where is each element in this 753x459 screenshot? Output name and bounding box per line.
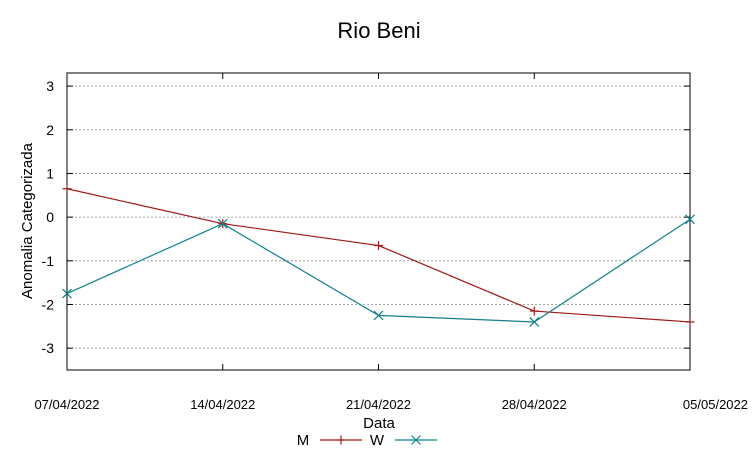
x-tick-label: 28/04/2022 — [502, 397, 567, 412]
x-tick-layer: 07/04/2022 14/04/2022 21/04/2022 28/04/2022… — [34, 73, 748, 412]
plot-frame — [66, 72, 691, 371]
data-point-w — [217, 218, 228, 229]
x-tick-label: 07/04/2022 — [34, 397, 99, 412]
y-tick-label: 2 — [46, 122, 54, 138]
y-tick-label: 1 — [46, 165, 54, 181]
x-tick-label: 21/04/2022 — [346, 397, 411, 412]
series-line-m — [66, 188, 691, 323]
legend-swatch-marker — [336, 435, 346, 445]
legend-label: M — [297, 432, 310, 449]
legend-item-m: M — [297, 432, 362, 449]
data-point-m — [374, 241, 383, 251]
legend-item-w: W — [370, 432, 437, 449]
data-point-m — [62, 184, 72, 194]
legend-swatch-marker — [411, 435, 421, 445]
data-point-w — [62, 288, 72, 299]
x-tick-label: 14/04/2022 — [190, 397, 255, 412]
y-tick-label: -2 — [42, 296, 55, 312]
y-tick-label: 0 — [46, 209, 54, 225]
x-tick-label: 05/05/2022 — [683, 397, 748, 412]
y-axis-label: Anomalia Categorizada — [19, 142, 36, 299]
legend-label: W — [370, 432, 385, 449]
data-point-m — [529, 306, 539, 316]
x-axis-label: Data — [363, 415, 395, 432]
data-point-w — [685, 214, 695, 225]
data-point-w — [529, 317, 540, 327]
chart-title: Rio Beni — [337, 18, 420, 43]
y-tick-label: -1 — [42, 253, 55, 269]
data-point-m — [685, 317, 695, 327]
data-point-w — [373, 310, 384, 321]
series-line-w — [66, 218, 691, 323]
grid-layer — [67, 85, 690, 349]
y-tick-label: -3 — [42, 340, 55, 356]
y-tick-label: 3 — [46, 78, 54, 94]
series-layer — [62, 184, 695, 327]
